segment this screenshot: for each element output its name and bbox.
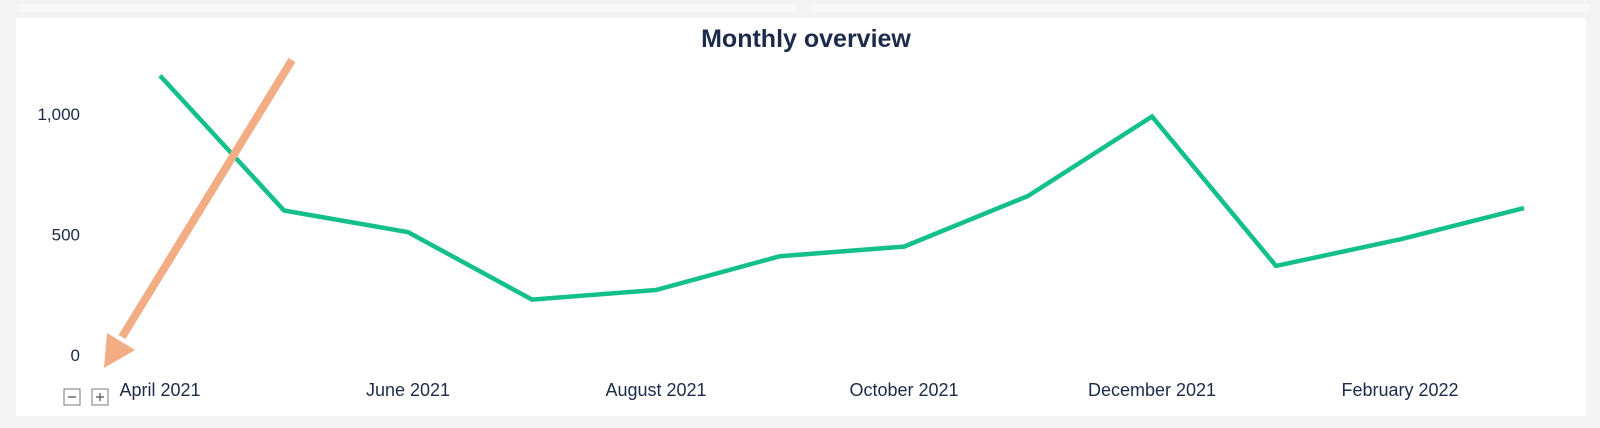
data-point[interactable] (1271, 261, 1281, 271)
data-point[interactable] (279, 205, 289, 215)
data-point[interactable] (1147, 112, 1157, 122)
annotation-arrow (104, 57, 296, 368)
x-axis: April 2021 June 2021 August 2021 October 20… (119, 380, 1458, 400)
arrow-head (104, 333, 135, 368)
data-point[interactable] (403, 227, 413, 237)
data-point[interactable] (1023, 191, 1033, 201)
series-group (155, 71, 1529, 305)
zoom-out-button[interactable] (63, 388, 81, 406)
data-point[interactable] (775, 251, 785, 261)
zoom-in-button[interactable] (91, 388, 109, 406)
x-tick-label: February 2022 (1341, 380, 1458, 400)
data-point[interactable] (155, 71, 165, 81)
y-axis: 0 500 1,000 (37, 105, 80, 365)
x-tick-label: August 2021 (605, 380, 706, 400)
data-point[interactable] (527, 295, 537, 305)
top-strip-segment (16, 4, 796, 12)
data-point[interactable] (899, 242, 909, 252)
x-tick-label: October 2021 (849, 380, 958, 400)
top-strip (0, 0, 1600, 16)
top-strip-segment (810, 4, 1590, 12)
data-point[interactable] (1395, 234, 1405, 244)
x-tick-label: June 2021 (366, 380, 450, 400)
chart-title: Monthly overview (701, 25, 911, 53)
x-tick-label: April 2021 (119, 380, 200, 400)
y-tick-label: 0 (71, 346, 80, 365)
data-point[interactable] (651, 285, 661, 295)
y-tick-label: 500 (52, 226, 80, 245)
data-point[interactable] (1519, 203, 1529, 213)
x-tick-label: December 2021 (1088, 380, 1216, 400)
series-line (158, 74, 1525, 302)
y-tick-label: 1,000 (37, 105, 80, 124)
arrow-icon (118, 57, 296, 340)
